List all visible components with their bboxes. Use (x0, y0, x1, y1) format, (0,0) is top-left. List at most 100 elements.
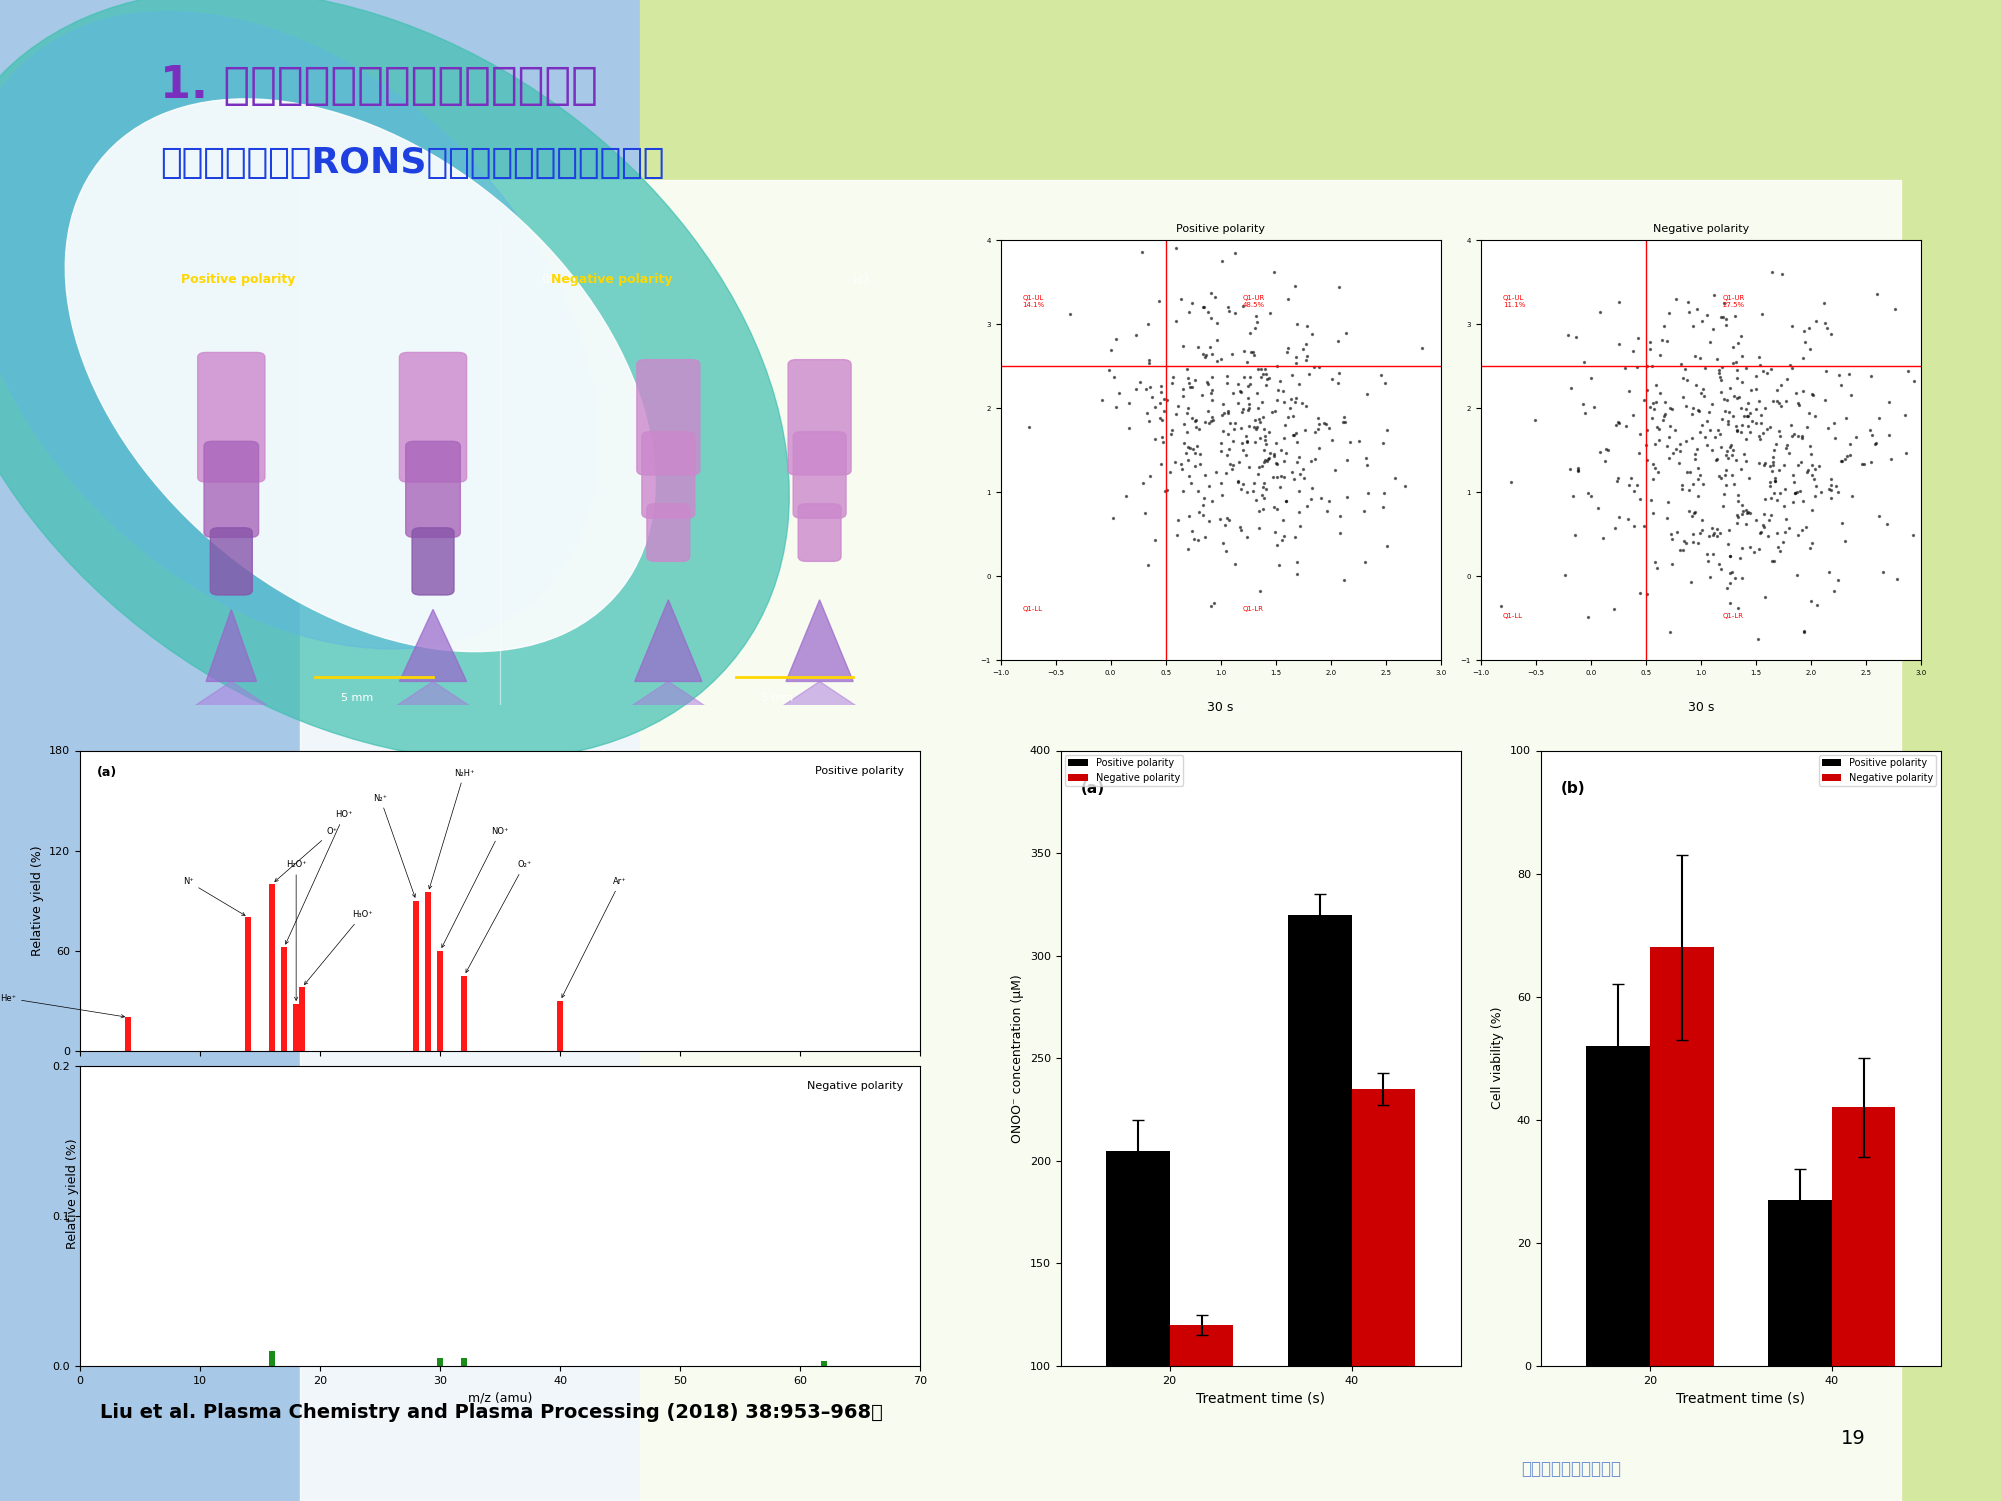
Point (1625, 581, 1657, 605)
Bar (300, 180, 1901, 1501)
Point (1249, 357, 1281, 381)
Point (1183, 441, 1215, 465)
Point (1231, 429, 1263, 453)
Point (1653, 425, 1685, 449)
Point (1407, 336, 1439, 360)
Point (1143, 288, 1175, 312)
Point (1873, 423, 1905, 447)
Point (1855, 423, 1887, 447)
Polygon shape (768, 681, 870, 714)
Point (1809, 291, 1841, 315)
Point (1173, 537, 1205, 561)
Point (1173, 464, 1205, 488)
Point (1231, 480, 1263, 504)
Point (1245, 579, 1277, 603)
Point (1767, 530, 1799, 554)
Text: Q1-UR
27.5%: Q1-UR 27.5% (1723, 296, 1745, 308)
Point (1731, 500, 1763, 524)
Point (1637, 467, 1669, 491)
Point (1261, 389, 1293, 413)
Point (1731, 404, 1763, 428)
Text: (b): (b) (542, 273, 560, 285)
Point (1669, 395, 1701, 419)
Point (1799, 456, 1831, 480)
Point (1261, 431, 1293, 455)
Point (1775, 413, 1807, 437)
Point (1259, 521, 1291, 545)
Point (1687, 507, 1719, 531)
Point (1677, 471, 1709, 495)
Point (1613, 473, 1645, 497)
Point (1815, 473, 1847, 497)
Point (1149, 387, 1181, 411)
Point (1833, 443, 1865, 467)
Point (1821, 479, 1853, 503)
Point (1653, 446, 1685, 470)
Point (1271, 339, 1303, 363)
Text: 30 s: 30 s (1207, 701, 1235, 714)
Ellipse shape (66, 99, 654, 651)
Bar (820, 1361, 828, 1366)
Point (1743, 428, 1775, 452)
Point (1841, 425, 1873, 449)
Point (1859, 431, 1891, 455)
Point (1637, 452, 1669, 476)
Point (1617, 479, 1649, 503)
Point (1213, 507, 1245, 531)
Point (1265, 464, 1297, 488)
Point (1219, 552, 1251, 576)
Point (1779, 480, 1811, 504)
Point (1279, 423, 1311, 447)
Point (1761, 534, 1793, 558)
Point (1013, 416, 1045, 440)
Point (1701, 447, 1733, 471)
Point (1797, 383, 1829, 407)
Point (1259, 450, 1291, 474)
Point (1637, 501, 1669, 525)
Bar (426, 892, 432, 1051)
Point (1699, 425, 1731, 449)
Point (1343, 429, 1375, 453)
Point (1247, 405, 1279, 429)
Point (1679, 441, 1711, 465)
Point (1651, 506, 1683, 530)
Point (1783, 425, 1815, 449)
Point (1701, 449, 1733, 473)
Point (1727, 371, 1759, 395)
Point (1183, 335, 1215, 359)
Point (1187, 503, 1219, 527)
Point (1575, 366, 1607, 390)
Point (1259, 494, 1291, 518)
Ellipse shape (0, 12, 598, 648)
Point (1101, 327, 1133, 351)
Point (1671, 368, 1703, 392)
Text: Q1-UR
48.5%: Q1-UR 48.5% (1243, 296, 1265, 308)
Text: NO⁺: NO⁺ (442, 827, 508, 947)
Point (1777, 464, 1809, 488)
Point (1649, 314, 1681, 338)
Point (1665, 537, 1697, 561)
Point (1151, 387, 1183, 411)
Point (1733, 401, 1765, 425)
Point (1685, 381, 1717, 405)
Text: O₂⁺: O₂⁺ (466, 860, 532, 973)
Point (1755, 357, 1787, 381)
Point (1687, 309, 1719, 333)
Point (1639, 396, 1671, 420)
Point (1747, 302, 1779, 326)
Point (1727, 566, 1759, 590)
Point (1749, 585, 1781, 609)
Point (1173, 449, 1205, 473)
Point (1799, 467, 1831, 491)
Point (1943, 474, 1975, 498)
Point (1577, 395, 1609, 419)
Point (1845, 452, 1877, 476)
Point (1205, 471, 1237, 495)
Point (1331, 449, 1363, 473)
Point (1225, 515, 1257, 539)
Point (1707, 356, 1739, 380)
Point (1727, 494, 1759, 518)
Text: Q1-LR: Q1-LR (1723, 614, 1743, 620)
X-axis label: Treatment time (s): Treatment time (s) (1197, 1391, 1325, 1405)
Point (1791, 458, 1823, 482)
